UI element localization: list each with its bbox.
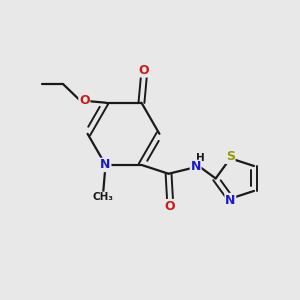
Text: H: H bbox=[196, 153, 205, 163]
Text: N: N bbox=[190, 160, 201, 173]
Text: S: S bbox=[226, 150, 235, 163]
Text: N: N bbox=[100, 158, 111, 171]
Text: O: O bbox=[139, 64, 149, 77]
Text: CH₃: CH₃ bbox=[93, 192, 114, 202]
Text: N: N bbox=[225, 194, 236, 207]
Text: O: O bbox=[164, 200, 175, 213]
Text: O: O bbox=[79, 94, 90, 107]
